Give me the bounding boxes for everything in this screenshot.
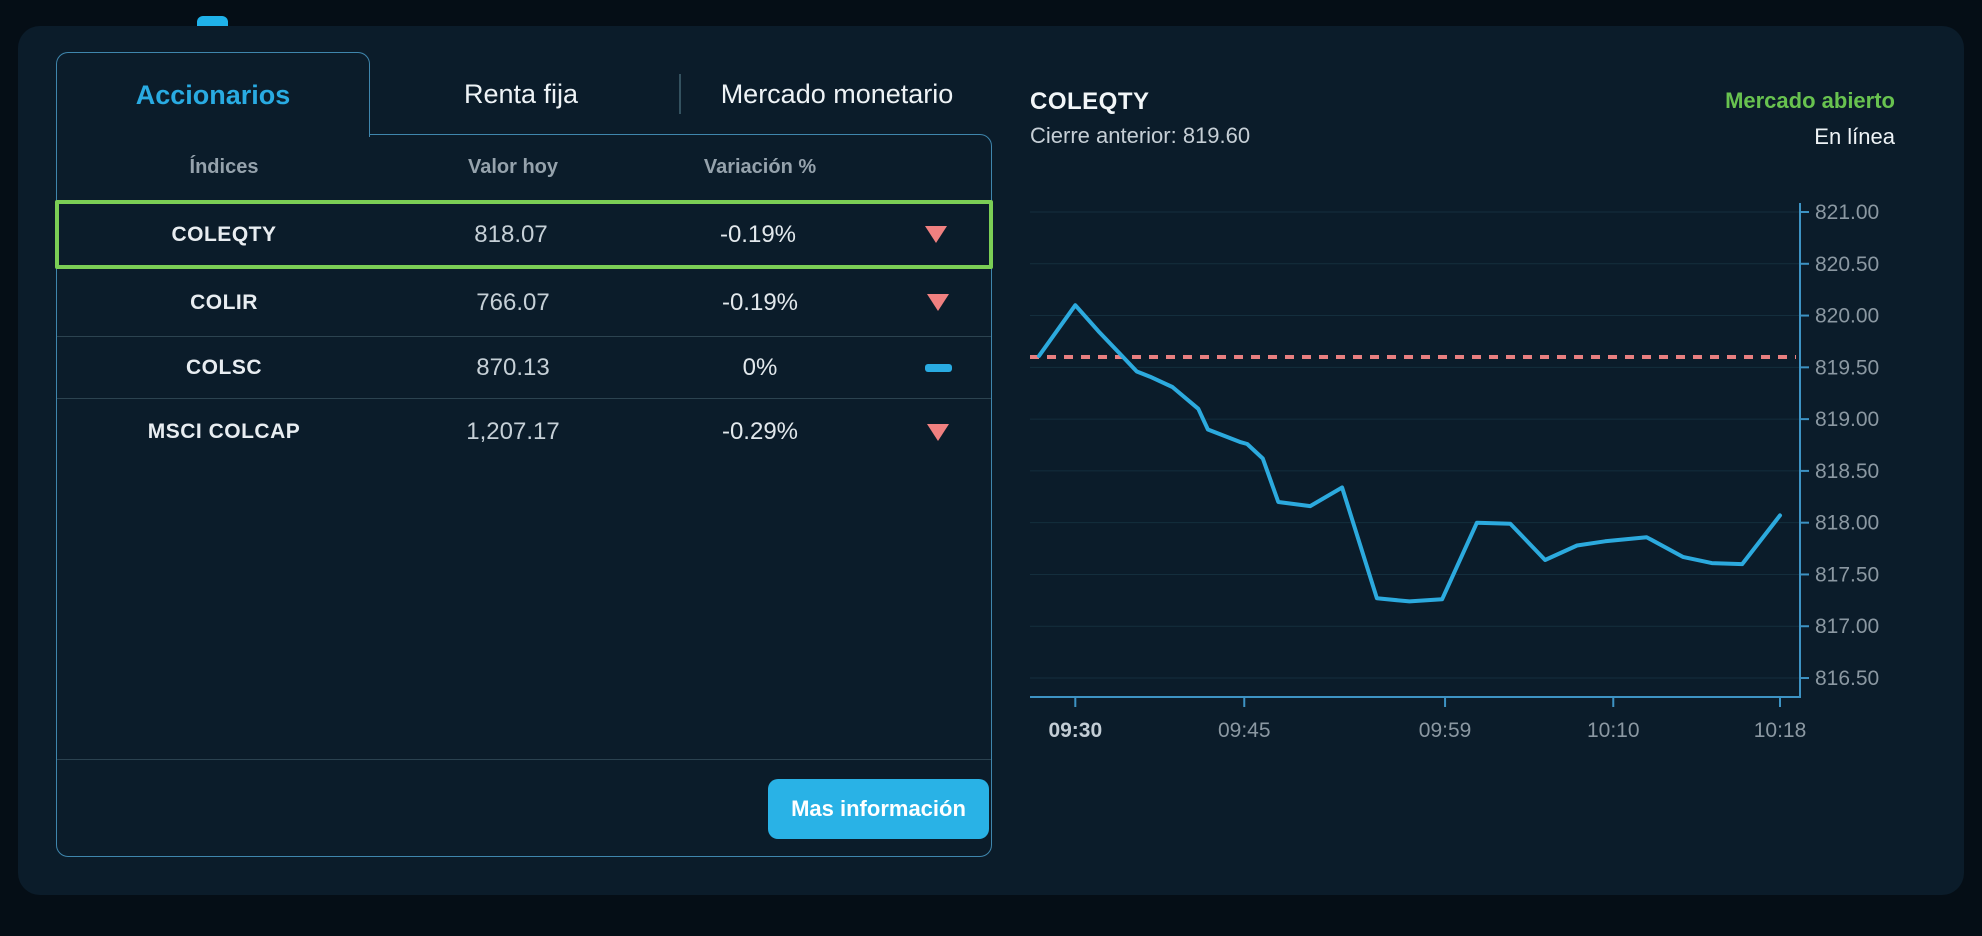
table-row-coleqty-selected[interactable]: COLEQTY 818.07 -0.19% [55,200,993,269]
table-row-colsc[interactable]: COLSC 870.13 0% [57,337,991,399]
svg-text:821.00: 821.00 [1815,201,1879,224]
chart-title: COLEQTY [1030,88,1150,115]
svg-text:820.00: 820.00 [1815,305,1879,328]
table-row-msci-colcap[interactable]: MSCI COLCAP 1,207.17 -0.29% [57,399,991,465]
index-value: 1,207.17 [466,418,560,445]
table-header: Índices Valor hoy Variación % [57,135,991,200]
index-variation: -0.19% [721,288,799,316]
footer-divider [57,759,991,760]
tab-accionarios[interactable]: Accionarios [56,52,370,137]
market-status-label: Mercado abierto [1725,88,1895,113]
svg-text:816.50: 816.50 [1815,667,1879,690]
svg-text:09:30: 09:30 [1048,719,1102,742]
indices-panel: Índices Valor hoy Variación % COLEQTY 81… [55,134,993,857]
svg-text:819.50: 819.50 [1815,356,1879,379]
header-indices: Índices [189,156,259,178]
index-variation: -0.19% [719,220,797,248]
index-name: MSCI COLCAP [147,420,301,443]
header-variacion: Variación % [703,156,817,178]
connection-status-label: En línea [1814,124,1895,149]
triangle-down-icon [927,423,949,441]
tab-mercado-monetario[interactable]: Mercado monetario [682,68,992,120]
svg-text:09:45: 09:45 [1218,719,1271,742]
tab-mercado-monetario-label: Mercado monetario [720,78,954,109]
mas-informacion-button[interactable]: Mas información [768,779,989,839]
svg-text:820.50: 820.50 [1815,253,1879,276]
triangle-down-icon [925,226,947,243]
index-value: 818.07 [474,220,548,248]
index-value: 870.13 [476,353,550,381]
index-variation: 0% [742,353,778,381]
index-name: COLIR [190,290,258,314]
market-status: Mercado abierto En línea [1725,88,1895,150]
tab-accionarios-label: Accionarios [135,79,291,110]
market-widget-card: Accionarios Renta fija Mercado monetario… [18,26,1964,895]
svg-text:10:18: 10:18 [1754,719,1807,742]
index-value: 766.07 [476,288,550,316]
triangle-down-icon [927,294,949,311]
index-name: COLEQTY [171,222,277,246]
tab-divider [679,74,681,114]
svg-text:819.00: 819.00 [1815,408,1879,431]
dash-flat-icon [924,363,952,372]
tab-renta-fija[interactable]: Renta fija [421,68,621,120]
tab-renta-fija-label: Renta fija [463,78,579,109]
svg-text:818.50: 818.50 [1815,460,1879,483]
svg-text:818.00: 818.00 [1815,512,1879,535]
svg-text:10:10: 10:10 [1587,719,1640,742]
svg-text:817.00: 817.00 [1815,615,1879,638]
index-variation: -0.29% [721,418,799,445]
table-row-colir[interactable]: COLIR 766.07 -0.19% [57,269,991,337]
intraday-line-chart: 821.00 820.50 820.00 819.50 819.00 818.50 818.… [1030,201,1879,742]
header-valor-hoy: Valor hoy [467,156,559,178]
svg-text:817.50: 817.50 [1815,563,1879,586]
svg-text:09:59: 09:59 [1419,719,1472,742]
chart-previous-close: Cierre anterior: 819.60 [1030,123,1251,148]
index-name: COLSC [186,355,262,379]
